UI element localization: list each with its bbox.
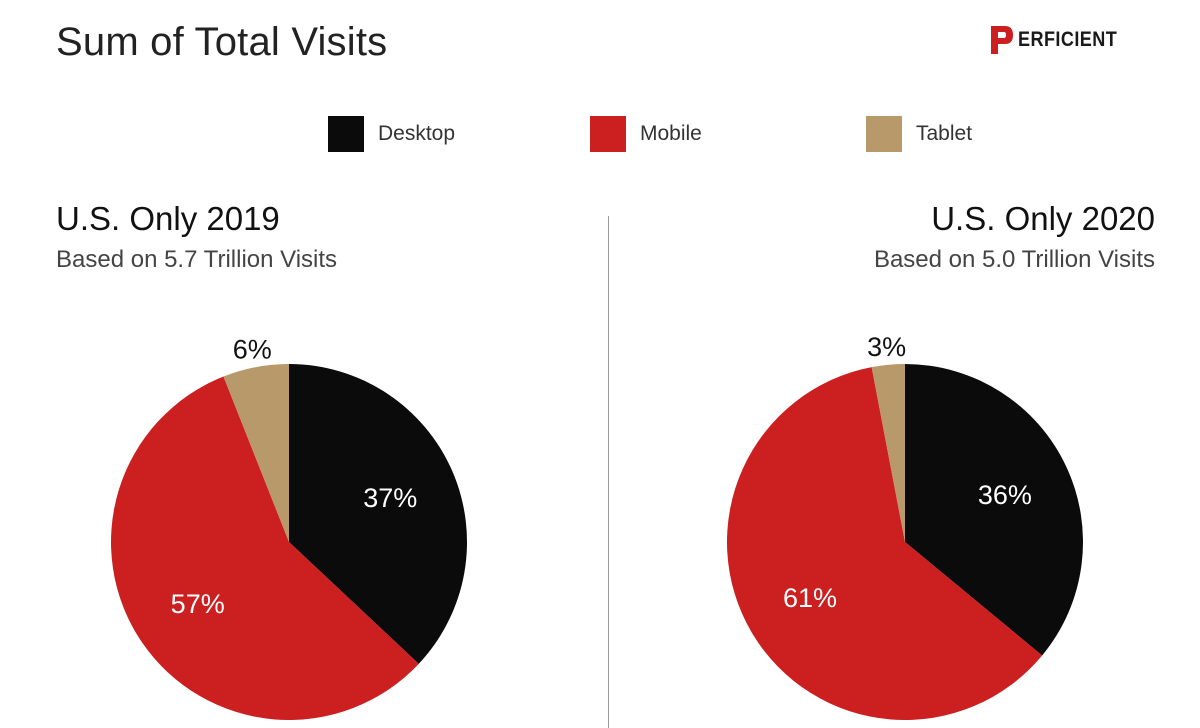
slice-label-mobile: 57% [171, 589, 225, 619]
logo-p-icon [991, 26, 1013, 54]
legend-swatch-tablet [866, 116, 902, 152]
legend-label-desktop: Desktop [378, 122, 456, 145]
slice-label-tablet: 3% [867, 332, 906, 362]
slice-label-mobile: 61% [783, 583, 837, 613]
pie-slice-mobile [726, 367, 1043, 720]
chart-title-2020: U.S. Only 2020 [931, 200, 1155, 237]
legend-label-tablet: Tablet [916, 122, 973, 145]
legend-item-tablet: Tablet [866, 114, 972, 154]
chart-subtitle-2020: Based on 5.0 Trillion Visits [873, 246, 1155, 273]
legend-swatch-desktop [328, 116, 364, 152]
slice-label-desktop: 36% [978, 480, 1032, 510]
chart-legend: Desktop Mobile Tablet [0, 114, 1200, 154]
pie-slice-desktop [289, 364, 468, 664]
legend-swatch-mobile [590, 116, 626, 152]
chart-subtitle-2019: Based on 5.7 Trillion Visits [56, 246, 338, 273]
legend-item-mobile: Mobile [590, 114, 702, 154]
pie-slice-mobile [111, 376, 419, 720]
page-title: Sum of Total Visits [56, 20, 388, 64]
slice-label-desktop: 37% [363, 483, 417, 513]
brand-logo: ERFICIENT [988, 22, 1133, 58]
pie-slice-tablet [871, 364, 905, 542]
pie-slice-desktop [905, 364, 1083, 656]
slice-label-tablet: 6% [233, 335, 272, 365]
logo-text: ERFICIENT [1018, 28, 1118, 51]
legend-label-mobile: Mobile [640, 122, 702, 145]
chart-divider [608, 216, 609, 728]
pie-chart-2019: 37% 57% 6% [111, 335, 468, 720]
pie-slice-tablet [223, 364, 289, 542]
pie-chart-2020: 36% 61% 3% [726, 332, 1083, 720]
chart-title-2019: U.S. Only 2019 [56, 200, 280, 237]
legend-item-desktop: Desktop [328, 114, 455, 154]
